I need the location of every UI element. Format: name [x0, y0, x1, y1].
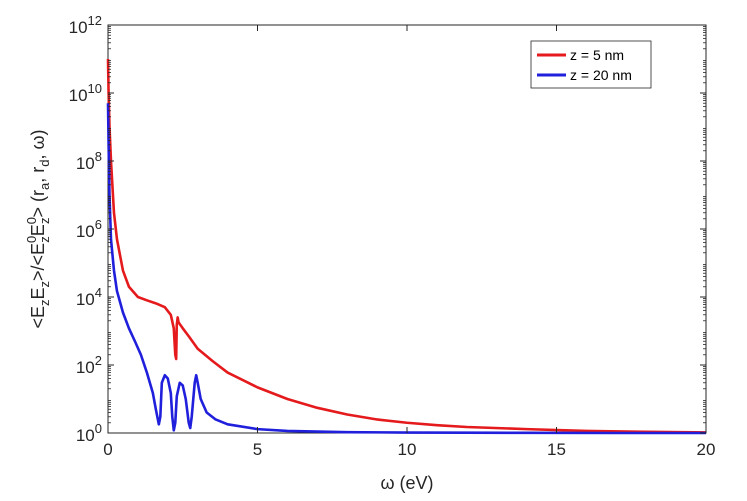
x-tick-label: 0	[103, 440, 112, 459]
y-tick-label: 108	[76, 149, 102, 173]
y-tick-label: 104	[76, 285, 102, 309]
legend: z = 5 nm z = 20 nm	[530, 40, 652, 89]
plot-area	[107, 24, 707, 434]
series-layer	[106, 58, 707, 435]
series-line-0	[106, 58, 707, 434]
y-tick-label: 106	[76, 217, 102, 241]
x-axis-ticks: 0 5 10 15 20	[103, 25, 715, 459]
y-tick-label: 1012	[69, 13, 102, 37]
y-tick-label: 102	[76, 353, 102, 377]
legend-label-5nm: z = 5 nm	[570, 47, 624, 63]
y-tick-label: 1010	[69, 81, 102, 105]
x-axis-label: ω (eV)	[380, 473, 433, 493]
x-tick-label: 5	[253, 440, 262, 459]
x-tick-label: 10	[398, 440, 417, 459]
legend-box	[530, 40, 652, 89]
legend-label-20nm: z = 20 nm	[570, 67, 632, 83]
x-tick-label: 20	[697, 440, 716, 459]
x-tick-label: 15	[547, 440, 566, 459]
y-axis-ticks: 100 102 104 106 108 1010 1012	[69, 13, 706, 445]
series-line-1	[106, 103, 706, 435]
y-axis-label: <EzEz>/<E0zE0z> (ra, rd, ω)	[24, 129, 52, 328]
y-tick-label: 100	[76, 421, 102, 445]
